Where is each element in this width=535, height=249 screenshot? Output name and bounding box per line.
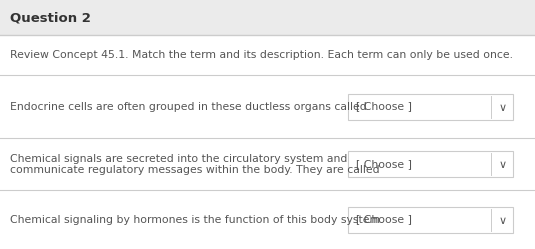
Text: ∨: ∨ xyxy=(499,215,507,226)
Bar xyxy=(0,35,535,249)
Bar xyxy=(348,206,513,233)
Text: Endocrine cells are often grouped in these ductless organs called: Endocrine cells are often grouped in the… xyxy=(10,102,367,112)
Text: [ Choose ]: [ Choose ] xyxy=(356,159,412,169)
Text: ∨: ∨ xyxy=(499,160,507,170)
Bar xyxy=(0,0,535,35)
Text: Question 2: Question 2 xyxy=(10,11,91,24)
Text: communicate regulatory messages within the body. They are called: communicate regulatory messages within t… xyxy=(10,165,380,175)
Text: [ Choose ]: [ Choose ] xyxy=(356,214,412,225)
Text: [ Choose ]: [ Choose ] xyxy=(356,102,412,112)
Text: ∨: ∨ xyxy=(499,103,507,113)
Text: Review Concept 45.1. Match the term and its description. Each term can only be u: Review Concept 45.1. Match the term and … xyxy=(10,50,513,60)
Bar xyxy=(348,151,513,177)
Bar xyxy=(348,94,513,120)
Text: Chemical signaling by hormones is the function of this body system.: Chemical signaling by hormones is the fu… xyxy=(10,214,384,225)
Text: Chemical signals are secreted into the circulatory system and: Chemical signals are secreted into the c… xyxy=(10,153,347,164)
